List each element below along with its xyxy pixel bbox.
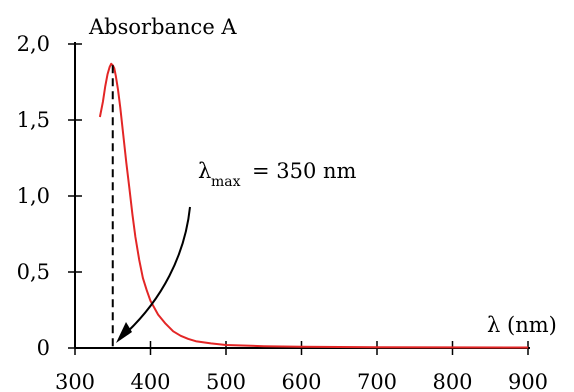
y-tick-label: 1,5	[17, 108, 50, 132]
annotation-arrow	[123, 206, 191, 336]
y-tick-label: 0,5	[17, 260, 50, 284]
x-tick-label: 700	[357, 370, 397, 392]
ticks	[68, 43, 529, 355]
lambda-max-value: = 350 nm	[252, 159, 357, 183]
x-tick-label: 300	[55, 370, 95, 392]
x-tick-label: 500	[206, 370, 246, 392]
lambda-max-label: λ max = 350 nm	[198, 159, 357, 190]
y-tick-label: 0	[37, 336, 50, 360]
y-axis-title: Absorbance A	[88, 15, 237, 39]
y-tick-label: 1,0	[17, 184, 50, 208]
x-tick-label: 800	[432, 370, 472, 392]
x-tick-label: 900	[508, 370, 548, 392]
absorbance-curve	[98, 62, 529, 349]
x-tick-label: 600	[281, 370, 321, 392]
axes	[74, 42, 530, 349]
x-axis-title-unit: (nm)	[507, 313, 557, 337]
annotation-arrowhead	[116, 322, 132, 343]
x-tick-label: 400	[130, 370, 170, 392]
lambda-max-symbol: λ	[198, 159, 211, 183]
lambda-max-subscript: max	[211, 174, 241, 190]
tick-labels: 300 400 500 600 700 800 900 0 0,5 1,0 1,5 2,0	[17, 32, 548, 392]
x-axis-title: λ (nm)	[487, 313, 557, 337]
x-axis-title-symbol: λ	[487, 313, 500, 337]
y-tick-label: 2,0	[17, 32, 50, 56]
